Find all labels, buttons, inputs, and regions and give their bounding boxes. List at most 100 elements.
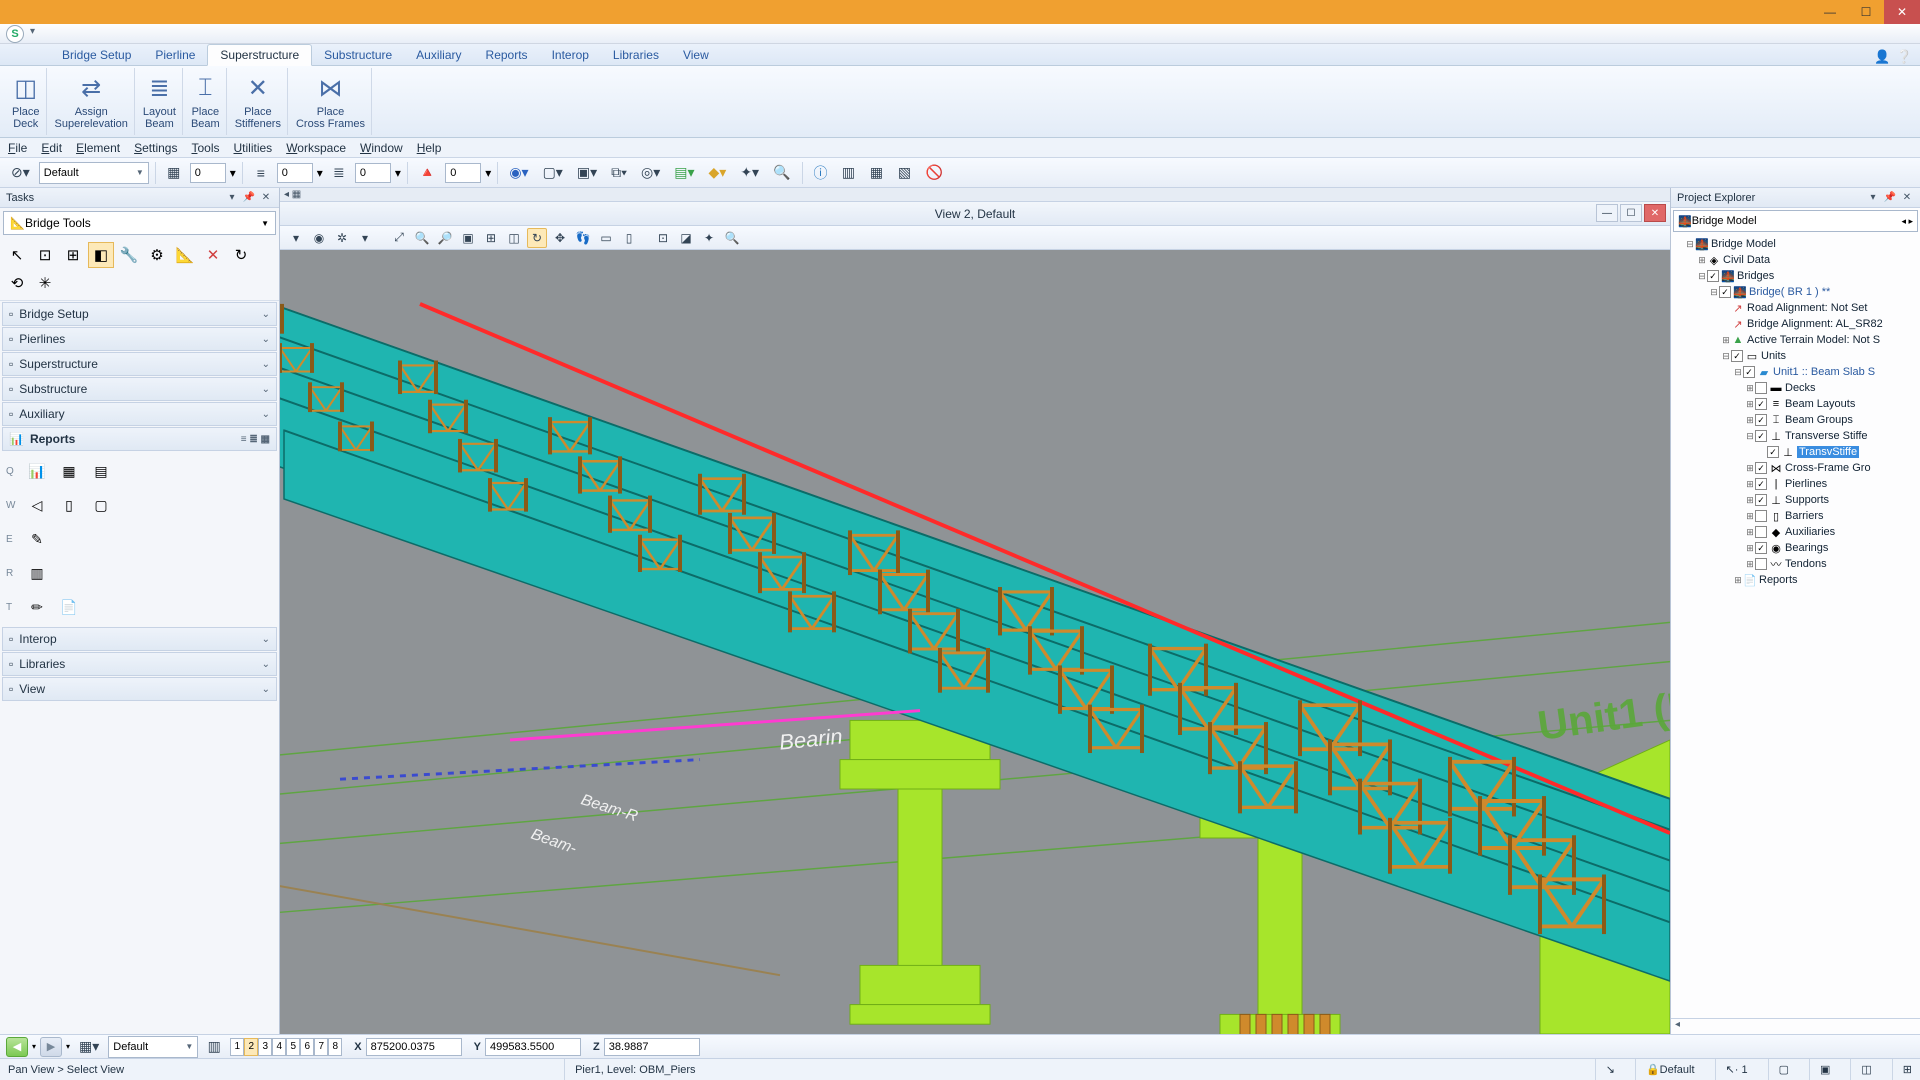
tree-bgroups[interactable]: ⊞✓⌶Beam Groups	[1673, 412, 1918, 428]
tree-pierlines[interactable]: ⊞✓|Pierlines	[1673, 476, 1918, 492]
ribbon-tab-view[interactable]: View	[671, 45, 721, 65]
views-icon[interactable]: ▦▾	[74, 1035, 104, 1059]
x-input[interactable]	[366, 1038, 462, 1056]
menu-utilities[interactable]: Utilities	[234, 141, 273, 155]
ribbon-tab-pierline[interactable]: Pierline	[143, 45, 207, 65]
tree-bridges[interactable]: ⊟✓🌉Bridges	[1673, 268, 1918, 284]
qa-save-icon[interactable]: ▾	[30, 26, 46, 42]
status-d-icon[interactable]: ⊞	[1892, 1059, 1912, 1080]
menu-file[interactable]: File	[8, 141, 27, 155]
ribbon-tab-bridge-setup[interactable]: Bridge Setup	[50, 45, 143, 65]
report-tool-icon[interactable]: ✎	[24, 526, 50, 552]
view-tab-7[interactable]: 7	[314, 1038, 328, 1056]
view-tab-2[interactable]: 2	[244, 1038, 258, 1056]
vp-f-icon[interactable]: ▭	[596, 228, 616, 248]
tasks-dropdown[interactable]: 📐 Bridge Tools▼	[3, 211, 276, 235]
ribbon-place-stiffeners[interactable]: ✕Place Stiffeners	[229, 68, 288, 135]
accordion-reports[interactable]: 📊Reports≡ ≣ ▦	[2, 427, 277, 451]
explorer-close-icon[interactable]: ✕	[1900, 191, 1914, 205]
vp-fit-icon[interactable]: ⤢	[389, 228, 409, 248]
tool-9-icon[interactable]: ↻	[228, 242, 254, 268]
report-tool-icon[interactable]: ▤	[88, 458, 114, 484]
tb-c-icon[interactable]: ⧉▾	[606, 161, 632, 185]
viewport-canvas[interactable]: Unit1 (BBearinBeam-RBeam-	[280, 250, 1670, 1034]
report-tool-icon[interactable]: ▦	[56, 458, 82, 484]
lines2-icon[interactable]: ≣	[327, 161, 351, 185]
tb-a-icon[interactable]: ▢▾	[538, 161, 568, 185]
lines-icon[interactable]: ≡	[249, 161, 273, 185]
tree-unit1[interactable]: ⊟✓▰Unit1 :: Beam Slab S	[1673, 364, 1918, 380]
ribbon-tab-substructure[interactable]: Substructure	[312, 45, 404, 65]
bottom-view-dropdown[interactable]: Default▼	[108, 1036, 198, 1058]
disable-icon[interactable]: 🚫	[921, 161, 948, 185]
vp-k-icon[interactable]: 🔍	[722, 228, 742, 248]
tree-balign[interactable]: ↗Bridge Alignment: AL_SR82	[1673, 316, 1918, 332]
tree-tstiff-sel[interactable]: ✓⊥TransvStiffe	[1673, 444, 1918, 460]
vp-c-icon[interactable]: ▾	[355, 228, 375, 248]
tool-10-icon[interactable]: ⟲	[4, 270, 30, 296]
menu-workspace[interactable]: Workspace	[286, 141, 346, 155]
tree-civil[interactable]: ⊞◈Civil Data	[1673, 252, 1918, 268]
vp-h-icon[interactable]: ⊡	[653, 228, 673, 248]
y-input[interactable]	[485, 1038, 581, 1056]
level-dropdown[interactable]: Default▼	[39, 162, 149, 184]
accordion-bridge-setup[interactable]: ▫Bridge Setup⌄	[2, 302, 277, 326]
maximize-button[interactable]: ☐	[1848, 0, 1884, 24]
help-icon[interactable]: ❔	[1896, 49, 1912, 65]
tree-cframe[interactable]: ⊞✓⋈Cross-Frame Gro	[1673, 460, 1918, 476]
explorer-pin-icon[interactable]: 📌	[1883, 191, 1897, 205]
panel-pin-icon[interactable]: 📌	[242, 191, 256, 205]
ribbon-tab-superstructure[interactable]: Superstructure	[207, 44, 312, 66]
grid-icon[interactable]: ▦	[162, 161, 186, 185]
vp-close-button[interactable]: ✕	[1644, 204, 1666, 222]
tb-f-icon[interactable]: ◆▾	[704, 161, 732, 185]
vp-b-icon[interactable]: ✲	[332, 228, 352, 248]
tree-decks[interactable]: ⊞▬Decks	[1673, 380, 1918, 396]
ribbon-layout-beam[interactable]: ≣Layout Beam	[137, 68, 183, 135]
ribbon-place-deck[interactable]: ◫Place Deck	[6, 68, 47, 135]
close-button[interactable]: ✕	[1884, 0, 1920, 24]
tb-d-icon[interactable]: ◎▾	[636, 161, 665, 185]
accordion-interop[interactable]: ▫Interop⌄	[2, 627, 277, 651]
vp-min-button[interactable]: —	[1596, 204, 1618, 222]
vp-walk-icon[interactable]: 👣	[573, 228, 593, 248]
accordion-view[interactable]: ▫View⌄	[2, 677, 277, 701]
menu-settings[interactable]: Settings	[134, 141, 177, 155]
tree-supports[interactable]: ⊞✓⊥Supports	[1673, 492, 1918, 508]
tb-g-icon[interactable]: ✦▾	[735, 161, 764, 185]
menu-edit[interactable]: Edit	[41, 141, 62, 155]
delete-tool-icon[interactable]: ✕	[200, 242, 226, 268]
vp-i-icon[interactable]: ◪	[676, 228, 696, 248]
accordion-libraries[interactable]: ▫Libraries⌄	[2, 652, 277, 676]
accordion-substructure[interactable]: ▫Substructure⌄	[2, 377, 277, 401]
menu-help[interactable]: Help	[417, 141, 442, 155]
vp-g-icon[interactable]: ▯	[619, 228, 639, 248]
ribbon-place-cross-frames[interactable]: ⋈Place Cross Frames	[290, 68, 372, 135]
tool-6-icon[interactable]: ⚙	[144, 242, 170, 268]
status-a-icon[interactable]: ▢	[1768, 1059, 1789, 1080]
tree-blayouts[interactable]: ⊞✓≡Beam Layouts	[1673, 396, 1918, 412]
tb-j-icon[interactable]: ▦	[865, 161, 889, 185]
vp-zoomin-icon[interactable]: 🔍	[412, 228, 432, 248]
vp-a-icon[interactable]: ◉	[309, 228, 329, 248]
info-icon[interactable]: ⓘ	[809, 161, 833, 185]
status-link-icon[interactable]: ↘	[1595, 1059, 1615, 1080]
vp-max-button[interactable]: ☐	[1620, 204, 1642, 222]
view-tab-8[interactable]: 8	[328, 1038, 342, 1056]
lines-val[interactable]	[277, 163, 313, 183]
tree-root[interactable]: ⊟🌉Bridge Model	[1673, 236, 1918, 252]
tree-br1[interactable]: ⊟✓🌉Bridge( BR 1 ) **	[1673, 284, 1918, 300]
tb-b-icon[interactable]: ▣▾	[572, 161, 602, 185]
panel-menu-icon[interactable]: ▾	[225, 191, 239, 205]
view-tab-6[interactable]: 6	[300, 1038, 314, 1056]
accordion-auxiliary[interactable]: ▫Auxiliary⌄	[2, 402, 277, 426]
accordion-superstructure[interactable]: ▫Superstructure⌄	[2, 352, 277, 376]
explorer-model-dropdown[interactable]: 🌉 Bridge Model◂ ▸	[1673, 210, 1918, 232]
ribbon-tab-auxiliary[interactable]: Auxiliary	[404, 45, 473, 65]
explorer-scroll-left-icon[interactable]: ◂	[1675, 1019, 1680, 1034]
ribbon-tab-libraries[interactable]: Libraries	[601, 45, 671, 65]
tool-2-icon[interactable]: ⊡	[32, 242, 58, 268]
view-tab-3[interactable]: 3	[258, 1038, 272, 1056]
report-tool-icon[interactable]: 📄	[56, 594, 82, 620]
tool-3-icon[interactable]: ⊞	[60, 242, 86, 268]
